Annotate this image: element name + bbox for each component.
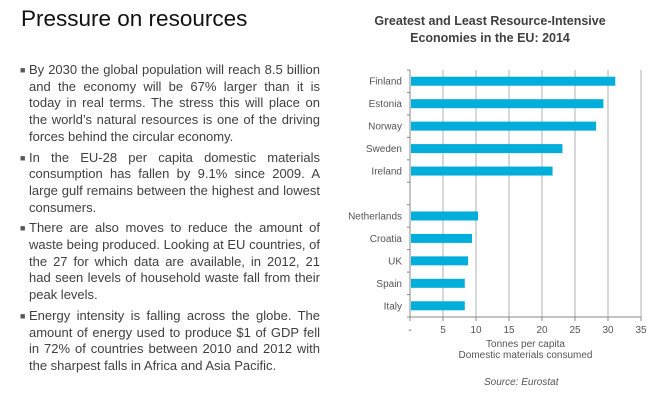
- bar-ireland: [411, 166, 553, 176]
- chart-title: Greatest and Least Resource-Intensive Ec…: [360, 13, 620, 47]
- x-tick-label: 35: [635, 325, 647, 336]
- bullet-item: ■ Energy intensity is falling across the …: [20, 308, 320, 375]
- bar-italy: [411, 301, 465, 311]
- bullet-icon: ■: [20, 152, 26, 163]
- bar-finland: [411, 76, 616, 86]
- y-category-label: Spain: [376, 279, 402, 290]
- bar-norway: [411, 121, 597, 131]
- source-note: Source: Eurostat: [484, 377, 559, 388]
- chart-title-line: Greatest and Least Resource-Intensive: [374, 14, 606, 28]
- bar-sweden: [411, 144, 563, 154]
- bullet-text: By 2030 the global population will reach…: [29, 62, 320, 144]
- x-tick-label: 25: [569, 325, 581, 336]
- y-category-label: Sweden: [366, 144, 402, 155]
- bullet-item: ■ By 2030 the global population will reac…: [20, 62, 320, 146]
- y-category-label: Croatia: [370, 234, 403, 245]
- bar-croatia: [411, 233, 473, 243]
- y-category-label: Italy: [384, 301, 402, 312]
- x-tick-label: 5: [440, 325, 446, 336]
- y-category-label: Ireland: [371, 167, 402, 178]
- x-tick-label: 20: [536, 325, 548, 336]
- bullet-icon: ■: [20, 65, 26, 75]
- bullet-list: ■ By 2030 the global population will reac…: [20, 62, 320, 379]
- y-category-label: Norway: [368, 122, 402, 133]
- x-axis-label: Domestic materials consumed: [459, 350, 593, 361]
- slide-title: Pressure on resources: [21, 6, 248, 31]
- bullet-text: There are also moves to reduce the amoun…: [29, 220, 320, 303]
- bar-uk: [411, 256, 469, 266]
- bar-netherlands: [411, 211, 478, 221]
- x-tick-label: 10: [470, 325, 482, 336]
- chart-title-line: Economies in the EU: 2014: [410, 31, 570, 45]
- bar-estonia: [411, 99, 604, 109]
- bar-spain: [411, 278, 465, 288]
- x-axis-label: Tonnes per capita: [486, 339, 565, 350]
- x-tick-label: -: [408, 325, 411, 336]
- bullet-text: Energy intensity is falling across the g…: [29, 307, 320, 373]
- bullet-icon: ■: [20, 310, 26, 321]
- y-category-label: Finland: [369, 77, 402, 88]
- y-category-label: Netherlands: [348, 211, 402, 222]
- bullet-icon: ■: [20, 223, 26, 234]
- y-category-label: UK: [388, 256, 402, 267]
- bullet-text: In the EU-28 per capita domestic materia…: [29, 149, 320, 215]
- bullet-item: ■ In the EU-28 per capita domestic materi…: [20, 150, 320, 217]
- x-tick-label: 15: [503, 325, 515, 336]
- y-category-label: Estonia: [369, 99, 403, 110]
- x-tick-label: 30: [602, 325, 614, 336]
- bullet-item: ■ There are also moves to reduce the amou…: [20, 220, 320, 304]
